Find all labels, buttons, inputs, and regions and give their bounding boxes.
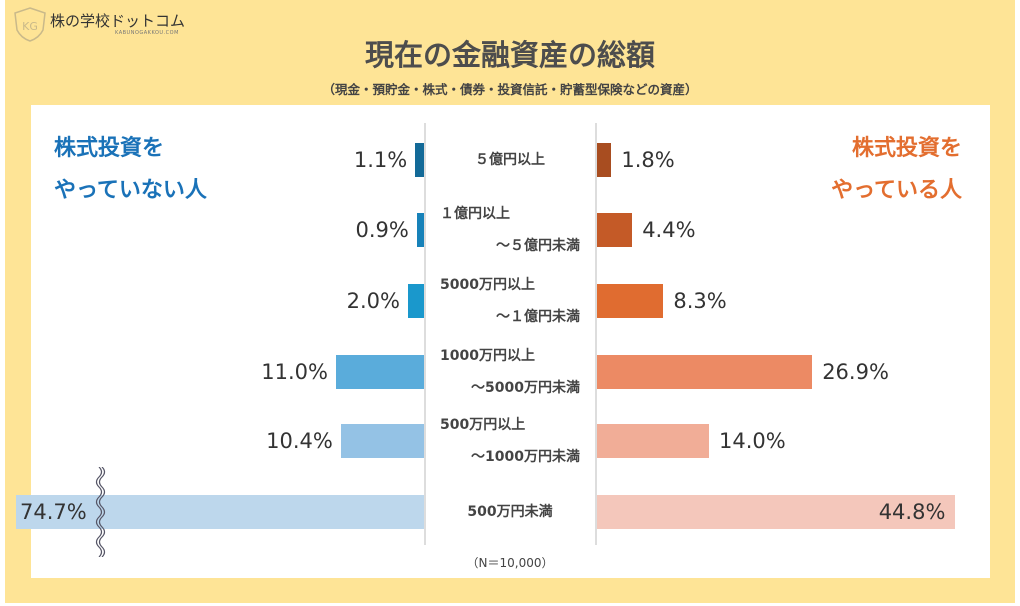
svg-text:KG: KG (22, 20, 38, 33)
category-label-line1: 1000万円以上 (440, 348, 535, 364)
value-label-right: 1.8% (621, 148, 675, 172)
bar-left (336, 355, 424, 389)
legend-right-line2: やっている人 (831, 178, 962, 203)
value-label-left: 74.7% (20, 500, 87, 524)
category-label-line2: ～1000万円未満 (471, 449, 580, 465)
value-label-left: 2.0% (346, 289, 400, 313)
divider-left (424, 123, 426, 545)
bar-left (408, 284, 424, 318)
category-label-line2: ～5000万円未満 (471, 380, 580, 396)
legend-left: 株式投資を やっていない人 (54, 128, 207, 212)
category-label-line2: ～５億円未満 (496, 238, 580, 254)
value-label-right: 26.9% (822, 360, 889, 384)
bar-right (597, 355, 813, 389)
value-label-left: 0.9% (355, 218, 409, 242)
bar-right (597, 424, 709, 458)
category-label-line1: 5000万円以上 (440, 277, 535, 293)
axis-break-icon (95, 467, 106, 557)
value-label-left: 1.1% (353, 148, 408, 172)
legend-right: 株式投資を やっている人 (831, 128, 962, 212)
divider-right (595, 123, 597, 545)
legend-left-line1: 株式投資を (54, 136, 165, 161)
chart-subtitle: （現金・預貯金・株式・債券・投資信託・貯蓄型保険などの資産） (322, 82, 698, 97)
bar-left (415, 143, 424, 177)
legend-left-line2: やっていない人 (54, 178, 207, 203)
logo-shield-icon: KG (14, 7, 46, 42)
value-label-right: 14.0% (719, 429, 786, 453)
category-label-line1: １億円以上 (440, 206, 510, 222)
value-label-left: 10.4% (266, 429, 333, 453)
category-label-line1: 500万円以上 (440, 417, 526, 433)
bar-right (597, 284, 664, 318)
logo-text: 株の学校ドットコム (50, 12, 186, 30)
sample-size-note: （N＝10,000） (466, 556, 554, 570)
chart-title: 現在の金融資産の総額 (364, 38, 655, 72)
category-label: ５億円以上 (475, 152, 545, 168)
bar-left (340, 424, 424, 458)
bar-right (597, 495, 956, 529)
category-label: 500万円未満 (467, 504, 553, 520)
bar-right (597, 143, 612, 177)
value-label-right: 44.8% (878, 500, 946, 524)
bar-left (416, 213, 424, 247)
bar-right (597, 213, 633, 247)
category-label-line2: ～１億円未満 (496, 309, 580, 325)
value-label-left: 11.0% (261, 360, 328, 384)
legend-right-line1: 株式投資を (851, 136, 962, 161)
bar-left (16, 495, 424, 529)
logo-subtext: KABUNOGAKKOU.COM (115, 30, 179, 36)
value-label-right: 4.4% (642, 218, 696, 242)
value-label-right: 8.3% (673, 289, 727, 313)
